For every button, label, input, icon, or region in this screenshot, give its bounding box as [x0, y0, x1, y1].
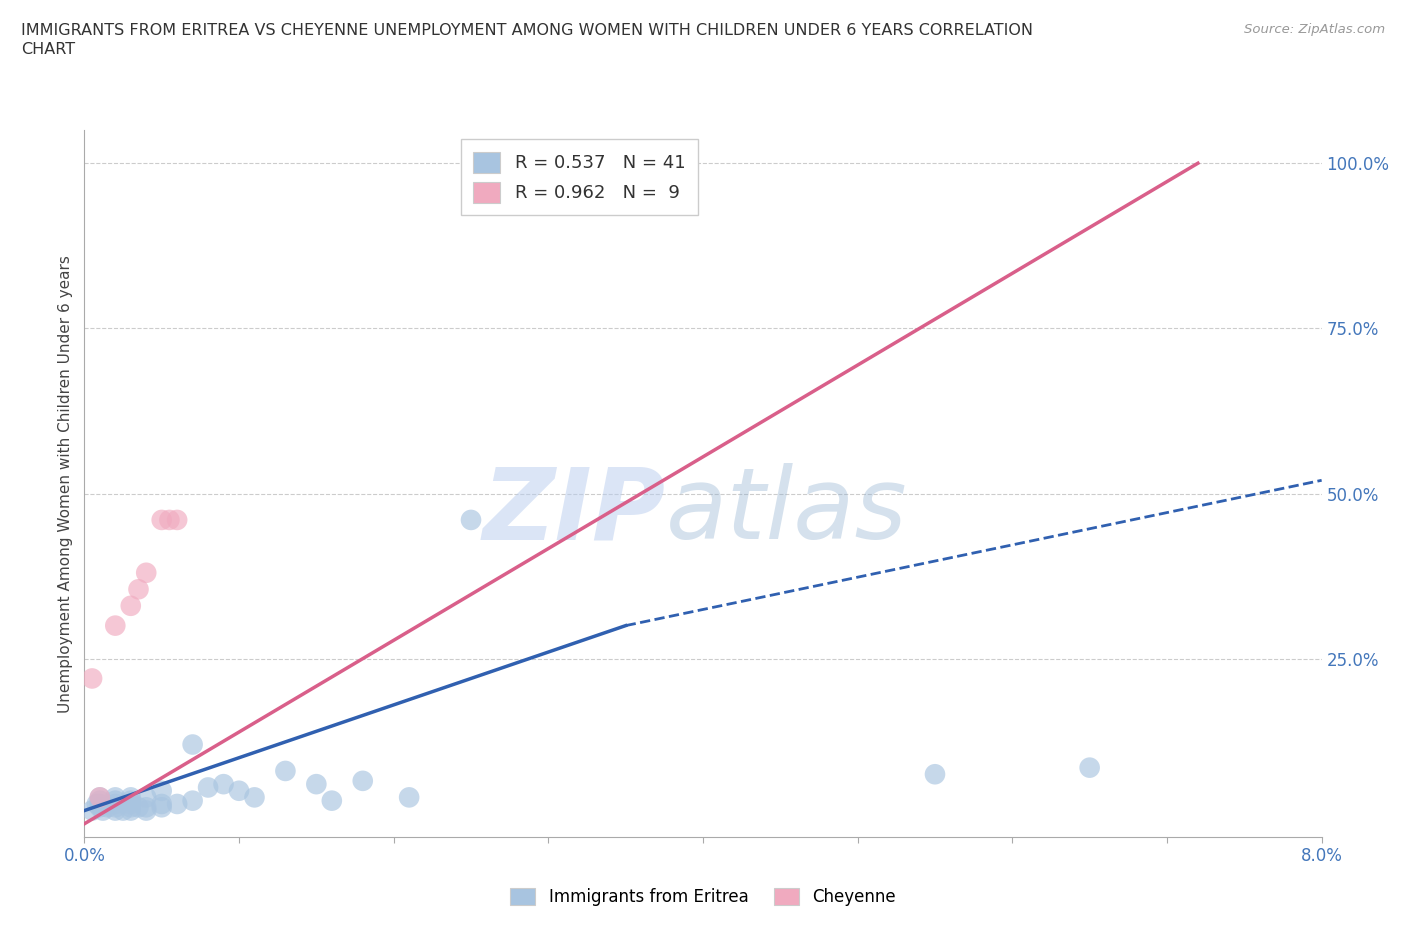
- Text: CHART: CHART: [21, 42, 75, 57]
- Point: [89, 793, 111, 808]
- Point: [128, 582, 150, 597]
- Point: [104, 796, 127, 811]
- Point: [135, 790, 157, 804]
- Text: atlas: atlas: [666, 463, 907, 561]
- Point: [96, 800, 120, 815]
- Point: [82, 671, 104, 686]
- Point: [91, 804, 114, 818]
- Point: [89, 790, 111, 804]
- Point: [104, 790, 127, 804]
- Point: [112, 804, 135, 818]
- Point: [197, 780, 219, 795]
- Point: [135, 800, 157, 815]
- Point: [159, 512, 180, 527]
- Point: [120, 796, 142, 811]
- Point: [120, 804, 142, 818]
- Point: [924, 767, 946, 782]
- Point: [1078, 760, 1101, 775]
- Point: [321, 793, 343, 808]
- Point: [89, 800, 111, 815]
- Point: [120, 598, 142, 613]
- Point: [120, 793, 142, 808]
- Text: ZIP: ZIP: [482, 463, 666, 561]
- Point: [181, 793, 204, 808]
- Point: [89, 796, 111, 811]
- Legend: R = 0.537   N = 41, R = 0.962   N =  9: R = 0.537 N = 41, R = 0.962 N = 9: [461, 140, 697, 215]
- Point: [228, 783, 250, 798]
- Point: [82, 804, 104, 818]
- Point: [243, 790, 266, 804]
- Point: [166, 796, 188, 811]
- Point: [86, 796, 108, 811]
- Point: [120, 800, 142, 815]
- Point: [212, 777, 235, 791]
- Point: [150, 783, 173, 798]
- Text: IMMIGRANTS FROM ERITREA VS CHEYENNE UNEMPLOYMENT AMONG WOMEN WITH CHILDREN UNDER: IMMIGRANTS FROM ERITREA VS CHEYENNE UNEM…: [21, 23, 1033, 38]
- Point: [120, 790, 142, 804]
- Point: [128, 800, 150, 815]
- Point: [398, 790, 420, 804]
- Point: [274, 764, 297, 778]
- Point: [305, 777, 328, 791]
- Point: [104, 800, 127, 815]
- Point: [150, 512, 173, 527]
- Point: [166, 512, 188, 527]
- Point: [150, 800, 173, 815]
- Point: [460, 512, 482, 527]
- Legend: Immigrants from Eritrea, Cheyenne: Immigrants from Eritrea, Cheyenne: [503, 881, 903, 912]
- Point: [135, 804, 157, 818]
- Point: [150, 796, 173, 811]
- Point: [352, 774, 374, 789]
- Point: [181, 737, 204, 752]
- Point: [89, 790, 111, 804]
- Y-axis label: Unemployment Among Women with Children Under 6 years: Unemployment Among Women with Children U…: [58, 255, 73, 712]
- Point: [104, 793, 127, 808]
- Text: Source: ZipAtlas.com: Source: ZipAtlas.com: [1244, 23, 1385, 36]
- Point: [104, 618, 127, 633]
- Point: [135, 565, 157, 580]
- Point: [104, 804, 127, 818]
